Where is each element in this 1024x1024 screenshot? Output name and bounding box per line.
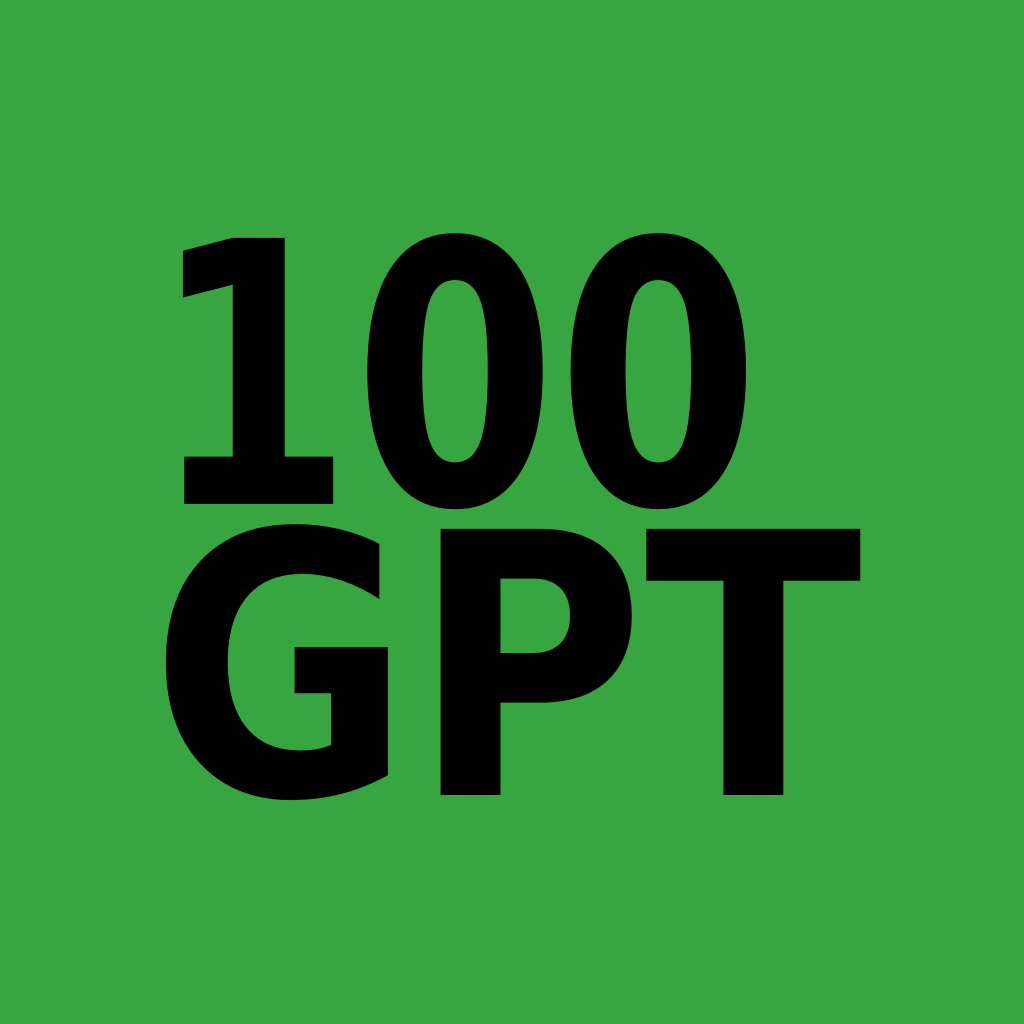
- logo-line-100: 100: [150, 166, 760, 591]
- logo-line-gpt: GPT: [150, 457, 864, 882]
